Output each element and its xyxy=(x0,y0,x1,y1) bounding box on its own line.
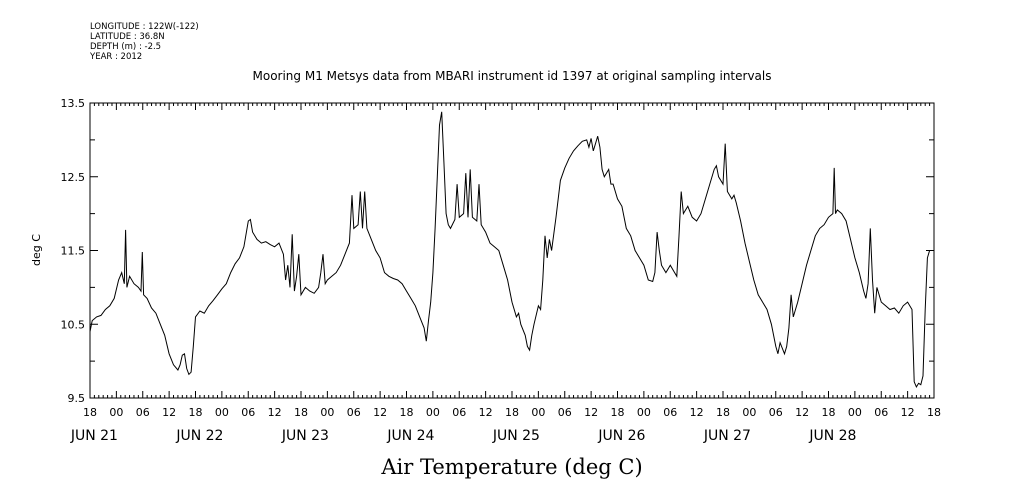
metadata-depth: DEPTH (m) : -2.5 xyxy=(90,42,161,52)
x-hour-label: 18 xyxy=(83,406,97,419)
plot-frame xyxy=(89,102,935,399)
x-hour-label: 06 xyxy=(874,406,888,419)
series-line-air-temperature xyxy=(89,111,931,388)
x-hour-label: 12 xyxy=(162,406,176,419)
chart-title: Mooring M1 Metsys data from MBARI instru… xyxy=(253,69,772,83)
x-hour-label: 06 xyxy=(347,406,361,419)
x-hour-label: 18 xyxy=(400,406,414,419)
x-hour-label: 06 xyxy=(663,406,677,419)
x-hour-label: 06 xyxy=(769,406,783,419)
x-hour-label: 18 xyxy=(505,406,519,419)
x-hour-label: 12 xyxy=(584,406,598,419)
x-hour-label: 12 xyxy=(479,406,493,419)
x-hour-label: 00 xyxy=(848,406,862,419)
x-axis-label: Air Temperature (deg C) xyxy=(380,455,642,479)
x-hour-label: 06 xyxy=(241,406,255,419)
y-tick-label: 9.5 xyxy=(68,392,86,405)
metadata-year: YEAR : 2012 xyxy=(89,52,142,62)
y-tick-label: 11.5 xyxy=(61,245,86,258)
y-tick-label: 12.5 xyxy=(61,171,86,184)
x-hour-label: 06 xyxy=(452,406,466,419)
x-date-label: JUN 24 xyxy=(386,428,434,444)
x-hour-label: 00 xyxy=(531,406,545,419)
x-axis: 18 00 06 12 18 00 06 12 18 00 06 12 18 00 06 12 18 00 06 12… xyxy=(70,103,941,444)
x-hour-label: 00 xyxy=(215,406,229,419)
x-hour-label: 18 xyxy=(294,406,308,419)
metadata-latitude: LATITUDE : 36.8N xyxy=(90,32,165,42)
x-hour-label: 00 xyxy=(426,406,440,419)
x-hour-label: 00 xyxy=(742,406,756,419)
x-date-label: JUN 21 xyxy=(70,428,118,444)
x-hour-label: 18 xyxy=(822,406,836,419)
x-hour-label: 18 xyxy=(716,406,730,419)
x-date-label: JUN 22 xyxy=(175,428,223,444)
x-hour-label: 12 xyxy=(901,406,915,419)
x-hour-label: 18 xyxy=(927,406,941,419)
y-axis: 9.5 10.5 11.5 12.5 13.5 xyxy=(61,97,934,405)
y-tick-label: 10.5 xyxy=(61,318,86,331)
x-hour-label: 06 xyxy=(136,406,150,419)
x-hour-label: 00 xyxy=(320,406,334,419)
y-axis-label: deg C xyxy=(30,234,43,266)
x-date-label: JUN 28 xyxy=(808,428,856,444)
metadata-block: LONGITUDE : 122W(-122) LATITUDE : 36.8N … xyxy=(89,22,199,62)
x-hour-label: 18 xyxy=(611,406,625,419)
x-date-label: JUN 26 xyxy=(597,428,645,444)
y-tick-label: 13.5 xyxy=(61,97,86,110)
x-hour-label: 12 xyxy=(795,406,809,419)
x-date-label: JUN 23 xyxy=(281,428,329,444)
x-hour-label: 12 xyxy=(373,406,387,419)
metadata-longitude: LONGITUDE : 122W(-122) xyxy=(90,22,199,32)
x-hour-label: 12 xyxy=(268,406,282,419)
x-date-label: JUN 25 xyxy=(492,428,540,444)
x-hour-label: 06 xyxy=(558,406,572,419)
x-date-label: JUN 27 xyxy=(703,428,751,444)
x-hour-label: 00 xyxy=(637,406,651,419)
x-hour-label: 00 xyxy=(109,406,123,419)
x-hour-label: 12 xyxy=(690,406,704,419)
x-hour-label: 18 xyxy=(189,406,203,419)
